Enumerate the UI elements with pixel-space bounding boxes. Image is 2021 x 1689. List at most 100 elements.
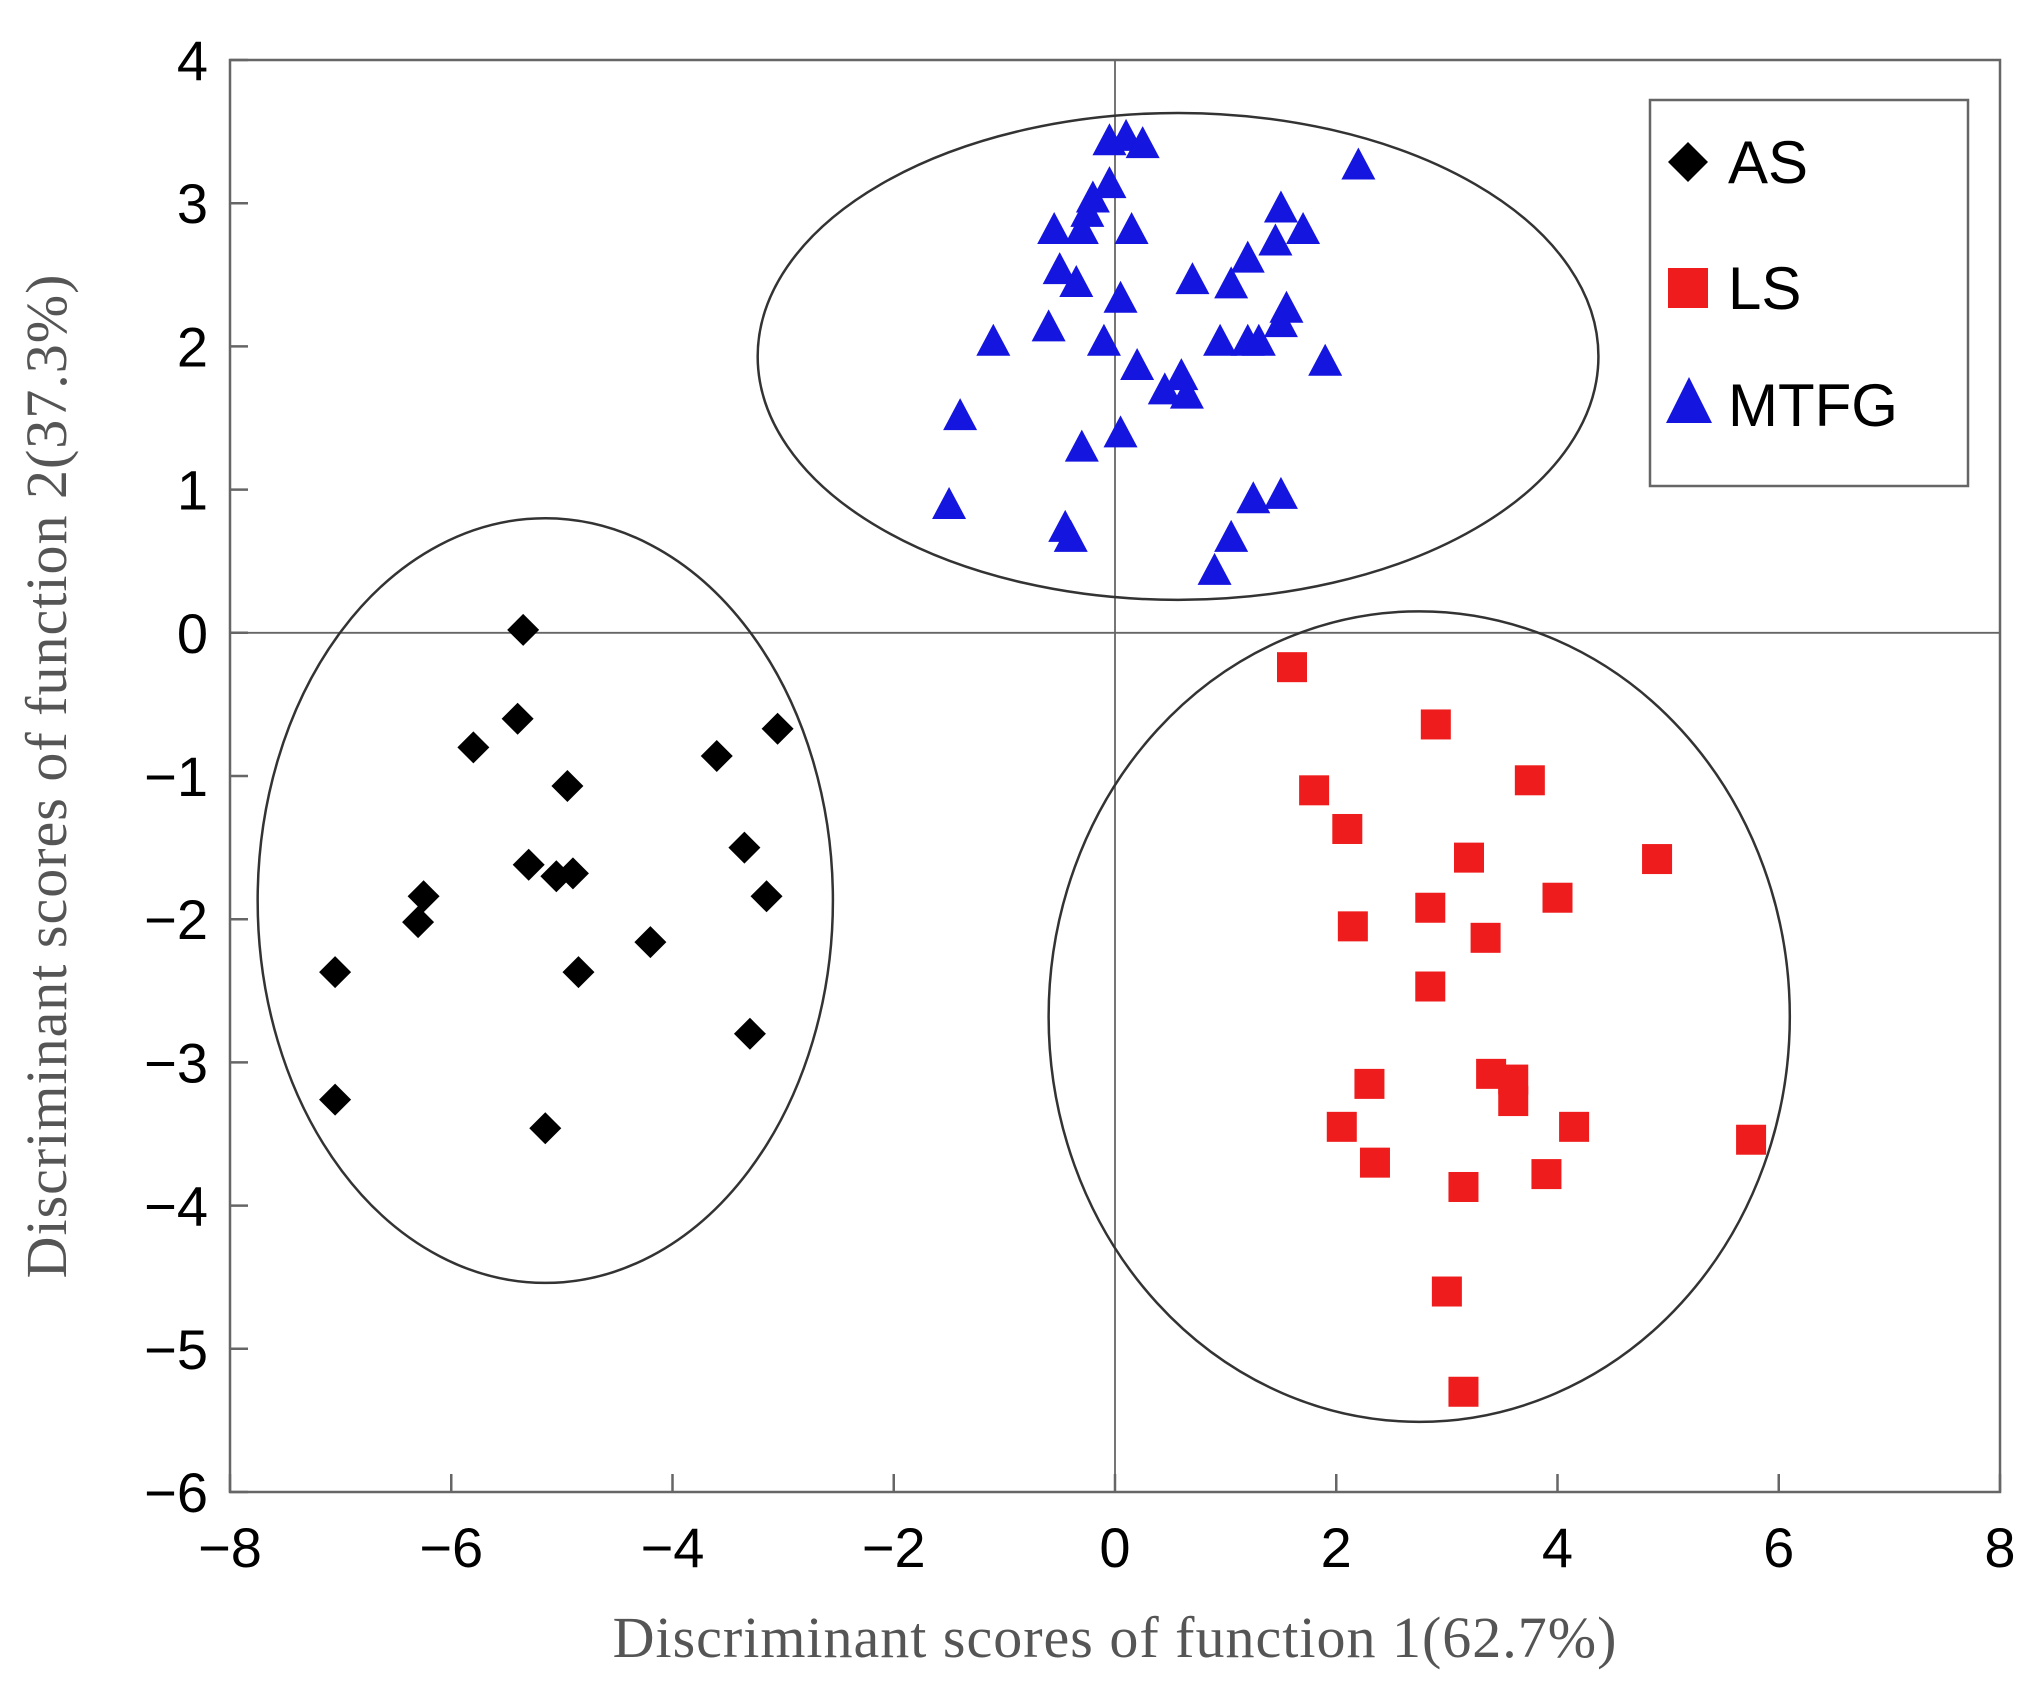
as-point [551,770,584,803]
mtfg-point [1214,266,1249,299]
mtfg-point [1103,415,1138,448]
as-point [562,956,595,989]
mtfg-point [1175,262,1210,295]
as-point [733,1017,766,1050]
mtfg-point [1263,190,1298,223]
as-point [407,880,440,913]
ls-point [1299,775,1330,806]
y-tick-label: 4 [177,29,208,92]
ls-point [1337,911,1368,942]
as-point [529,1112,562,1145]
ls-point [1415,892,1446,923]
x-tick-label: 2 [1321,1516,1352,1579]
x-tick-label: 4 [1542,1516,1573,1579]
x-axis-title: Discriminant scores of function 1(62.7%) [613,1605,1618,1670]
y-axis-title: Discriminant scores of function 2(37.3%) [14,274,79,1279]
mtfg-point [1120,348,1155,381]
as-point [319,956,352,989]
legend-item-as: AS [1668,129,1808,196]
mtfg-point [1042,252,1077,285]
y-tick-label: −1 [144,745,208,808]
as-point [634,926,667,959]
y-tick-label: −5 [144,1318,208,1381]
mtfg-point [1064,212,1099,244]
legend-label: AS [1728,129,1808,196]
mtfg-point [1125,126,1160,159]
group-ellipse-2 [756,111,1600,602]
x-tick-label: −6 [419,1516,483,1579]
mtfg-point [1164,358,1199,391]
as-point [501,702,534,735]
legend-marker-diamond [1668,142,1708,182]
ls-point [1736,1124,1767,1155]
mtfg-point [1263,305,1298,338]
ls-point [1332,813,1363,844]
y-tick-label: −2 [144,888,208,951]
mtfg-point [1286,212,1321,244]
as-point [700,739,733,772]
ls-point [1470,922,1501,953]
ls-point [1454,842,1484,873]
y-tick-label: −3 [144,1031,208,1094]
mtfg-point [1241,323,1276,356]
ls-point [1448,1376,1479,1407]
ls-point [1559,1111,1590,1142]
mtfg-point [1064,429,1099,462]
mtfg-point [1031,309,1066,342]
ls-point [1277,652,1307,683]
legend: AS LS MTFG [1648,98,1970,488]
mtfg-point [1341,147,1376,180]
mtfg-point [943,398,978,431]
legend-marker-triangle [1666,377,1712,423]
as-point [402,906,435,939]
mtfg-point [1308,343,1343,376]
as-point [512,848,545,881]
y-tick-label: 0 [177,602,208,665]
ls-point [1326,1111,1357,1142]
y-tick-label: 3 [177,172,208,235]
as-point [728,831,761,864]
mtfg-point [1086,323,1121,356]
group-ellipses [256,111,1792,1424]
ls-point [1542,882,1573,913]
ls-point [1420,709,1451,740]
ls-point [1431,1276,1462,1307]
legend-item-mtfg: MTFG [1666,372,1898,439]
ls-point [1514,765,1545,796]
as-point [457,731,490,764]
mtfg-point [932,486,967,519]
as-point [750,880,783,913]
group-ellipse-3 [1047,610,1792,1424]
x-tick-label: −2 [862,1516,926,1579]
mtfg-point [976,323,1011,356]
series-as [319,613,794,1145]
x-tick-label: 0 [1099,1516,1130,1579]
mtfg-point [1053,519,1088,552]
mtfg-point [1114,212,1149,244]
mtfg-point [1203,323,1238,356]
mtfg-point [1169,376,1204,409]
ls-point [1448,1171,1479,1202]
y-tick-label: −4 [144,1175,208,1238]
ls-point [1498,1086,1529,1117]
ls-point [1415,971,1446,1002]
mtfg-point [1263,476,1298,509]
legend-item-ls: LS [1668,255,1801,322]
mtfg-point [1230,240,1265,273]
ls-point [1531,1159,1562,1190]
x-axis-ticks: −8 −6 −4 −2 0 2 4 6 8 [198,1474,2016,1579]
mtfg-point [1258,223,1293,256]
series-mtfg [932,118,1376,585]
ls-point [1354,1068,1385,1099]
y-tick-label: 2 [177,315,208,378]
as-point [556,857,589,890]
y-tick-label: 1 [177,459,208,522]
mtfg-point [1214,519,1249,552]
legend-marker-square [1668,268,1708,308]
as-point [319,1083,352,1116]
group-ellipse-1 [256,516,835,1285]
x-tick-label: −4 [641,1516,705,1579]
mtfg-point [1197,552,1232,585]
y-axis-ticks: 4 3 2 1 0 −1 −2 −3 −4 −5 −6 [144,29,248,1524]
